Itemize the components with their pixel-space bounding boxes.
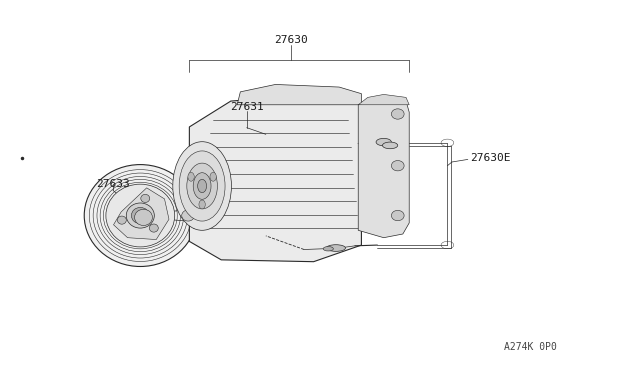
Ellipse shape (188, 172, 195, 181)
Ellipse shape (193, 173, 211, 199)
Ellipse shape (392, 161, 404, 171)
Polygon shape (237, 84, 362, 105)
Ellipse shape (134, 209, 152, 225)
Text: 27630: 27630 (275, 35, 308, 45)
Ellipse shape (126, 203, 154, 228)
Ellipse shape (179, 151, 225, 221)
Polygon shape (358, 98, 409, 238)
Ellipse shape (326, 245, 346, 251)
Ellipse shape (182, 210, 195, 221)
Text: 27630E: 27630E (470, 153, 510, 163)
Ellipse shape (323, 247, 333, 251)
Polygon shape (358, 94, 409, 105)
Ellipse shape (199, 200, 205, 209)
Ellipse shape (187, 163, 218, 209)
Ellipse shape (173, 142, 232, 230)
Ellipse shape (106, 184, 175, 247)
Ellipse shape (392, 211, 404, 221)
Polygon shape (113, 188, 169, 240)
Ellipse shape (376, 138, 392, 146)
Ellipse shape (141, 194, 150, 202)
Text: 27631: 27631 (230, 102, 264, 112)
Text: 27633: 27633 (96, 179, 130, 189)
Ellipse shape (149, 224, 158, 232)
Ellipse shape (131, 208, 149, 224)
Text: A274K 0P0: A274K 0P0 (504, 341, 557, 352)
Ellipse shape (383, 142, 397, 149)
Ellipse shape (210, 172, 216, 181)
Ellipse shape (117, 216, 126, 224)
Ellipse shape (198, 179, 207, 193)
Polygon shape (189, 94, 362, 262)
Ellipse shape (84, 164, 196, 266)
Ellipse shape (392, 109, 404, 119)
